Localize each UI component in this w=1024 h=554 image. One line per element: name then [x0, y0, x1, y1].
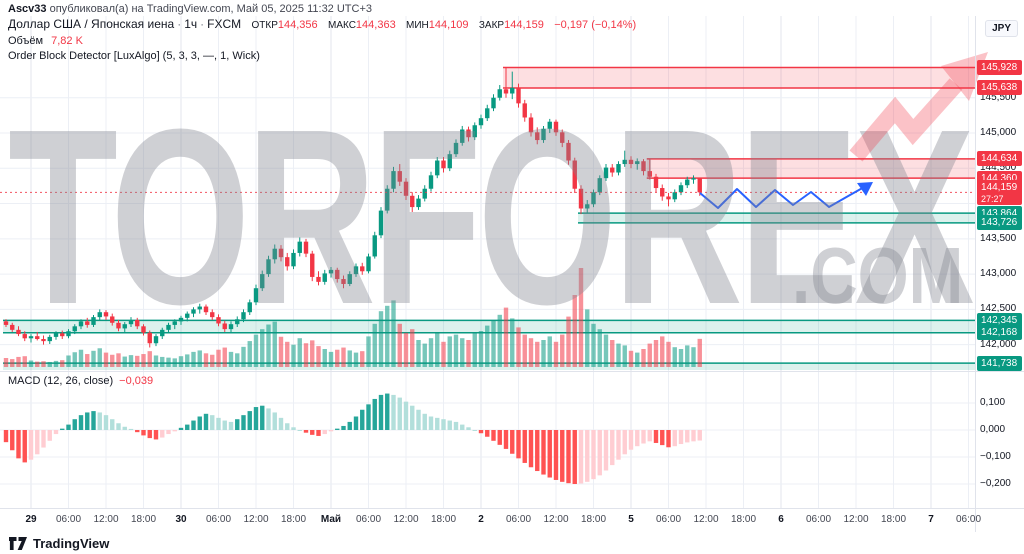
- macd-tick-label: −0,100: [980, 451, 1011, 462]
- time-tick-label: Май: [320, 514, 342, 525]
- macd-tick-label: 0,000: [980, 424, 1006, 435]
- current-price-badge: 144,159 27:27: [977, 180, 1022, 206]
- zone-price-badge: 141,738: [977, 355, 1022, 371]
- time-tick-label: 06:00: [355, 514, 382, 525]
- zone-price-badge: 145,638: [977, 80, 1022, 96]
- volume-row: Объём 7,82 K: [8, 34, 636, 48]
- currency-badge: JPY: [985, 20, 1018, 37]
- time-tick-label: 18:00: [580, 514, 607, 525]
- time-tick-label: 12:00: [693, 514, 719, 525]
- footer: TradingView: [8, 536, 109, 551]
- time-tick-label: 5: [628, 514, 634, 525]
- zone-price-badge: 145,928: [977, 60, 1022, 76]
- open-value: 144,356: [277, 19, 318, 31]
- indicator-title: Order Block Detector [LuxAlgo] (5, 3, 3,…: [8, 50, 260, 62]
- separator-dot: ·: [177, 17, 182, 31]
- high-value: 144,363: [355, 19, 396, 31]
- indicator-row: Order Block Detector [LuxAlgo] (5, 3, 3,…: [8, 49, 636, 63]
- open-label: ОТКР: [251, 20, 278, 31]
- time-tick-label: 12:00: [243, 514, 269, 525]
- zone-price-badge: 142,345: [977, 312, 1022, 328]
- price-tick-label: 145,500: [980, 91, 1017, 103]
- macd-value: −0,039: [119, 375, 154, 387]
- symbol-title: Доллар США / Японская иена: [8, 17, 175, 31]
- price-tick-label: 142,000: [980, 338, 1017, 350]
- separator-dot: ·: [200, 17, 205, 31]
- time-tick-label: 6: [778, 514, 784, 525]
- interval-label: 1ч: [184, 17, 198, 31]
- time-tick-label: 18:00: [880, 514, 907, 525]
- time-tick-label: 18:00: [430, 514, 457, 525]
- time-tick-label: 06:00: [205, 514, 232, 525]
- zone-price-badge: 144,634: [977, 151, 1022, 167]
- macd-tick-label: 0,100: [980, 397, 1006, 408]
- time-tick-label: 06:00: [55, 514, 82, 525]
- macd-tick-label: −0,200: [980, 478, 1011, 489]
- time-tick-label: 12:00: [93, 514, 119, 525]
- time-tick-label: 06:00: [505, 514, 532, 525]
- time-axis[interactable]: 29 06:00 12:00 18:00 30 06:00 12:00 18:00 Май 06:…: [0, 508, 1024, 532]
- macd-legend: MACD (12, 26, close) −0,039: [8, 375, 153, 387]
- price-tick-label: 142,500: [980, 303, 1017, 315]
- publish-bar: Ascv33 опубликовал(а) на TradingView.com…: [8, 3, 372, 15]
- change-value: −0,197 (−0,14%): [554, 19, 637, 31]
- low-value: 144,109: [428, 19, 469, 31]
- low-label: МИН: [406, 20, 429, 31]
- tradingview-brand[interactable]: TradingView: [33, 536, 110, 551]
- bar-countdown: 27:27: [981, 194, 1004, 205]
- close-label: ЗАКР: [478, 20, 505, 31]
- symbol-row: Доллар США / Японская иена · 1ч · FXCM ОТКР1…: [8, 17, 636, 33]
- price-tick-label: 143,500: [980, 232, 1017, 244]
- time-tick-label: 12:00: [543, 514, 569, 525]
- price-tick-label: 145,000: [980, 127, 1017, 138]
- time-tick-label: 06:00: [955, 514, 982, 525]
- time-tick-label: 06:00: [655, 514, 682, 525]
- price-axis[interactable]: 145,500 145,000 144,500 143,500 143,000 142,5…: [976, 0, 1024, 532]
- time-tick-label: 12:00: [393, 514, 419, 525]
- zone-price-badge: 142,168: [977, 325, 1022, 341]
- price-tick-label: 144,500: [980, 162, 1017, 174]
- close-value: 144,159: [504, 19, 544, 31]
- price-tick-label: 143,000: [980, 268, 1017, 280]
- legend: Доллар США / Японская иена · 1ч · FXCM ОТКР1…: [8, 17, 636, 64]
- time-tick-label: 06:00: [805, 514, 832, 525]
- volume-value: 7,82 K: [51, 35, 83, 47]
- time-tick-label: 18:00: [730, 514, 757, 525]
- time-tick-label: 2: [478, 514, 484, 525]
- author-name: Ascv33: [8, 3, 47, 15]
- time-axis-divider: [0, 508, 1024, 509]
- axis-divider: [975, 16, 976, 532]
- publish-text: опубликовал(а) на TradingView.com, Май 0…: [49, 3, 373, 15]
- exchange-label: FXCM: [207, 17, 242, 31]
- time-tick-label: 18:00: [280, 514, 307, 525]
- tradingview-logo-icon[interactable]: [8, 536, 28, 551]
- zone-price-badge: 143,726: [977, 215, 1022, 231]
- time-tick-label: 30: [175, 514, 187, 525]
- macd-title: MACD (12, 26, close): [8, 375, 114, 387]
- volume-label: Объём: [8, 35, 44, 47]
- time-tick-label: 7: [928, 514, 934, 525]
- pane-divider: [0, 371, 1024, 372]
- time-tick-label: 12:00: [843, 514, 869, 525]
- time-tick-label: 29: [25, 514, 37, 525]
- high-label: МАКС: [327, 20, 356, 31]
- time-tick-label: 18:00: [130, 514, 157, 525]
